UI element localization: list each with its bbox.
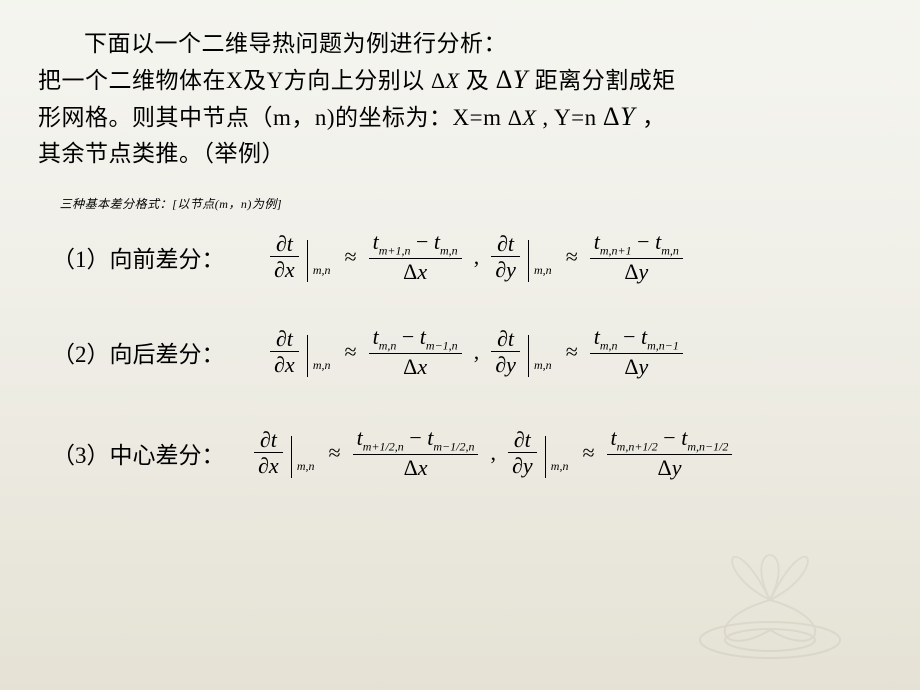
formula-row-1: （1）向前差分： ∂t∂x m,n ≈ tm+1,n − tm,n Δx , ∂… — [38, 230, 882, 283]
subscript: m,n — [313, 358, 331, 373]
separator: , — [474, 244, 480, 270]
diff-fraction: tm+1/2,n − tm−1/2,n Δx — [353, 426, 479, 479]
delta-y-symbol: ΔY — [496, 65, 535, 94]
formula-body: ∂t∂x m,n ≈ tm,n − tm−1,n Δx , ∂t∂y m,n ≈… — [268, 325, 685, 378]
background-decoration — [640, 480, 900, 680]
formula-label: （3）中心差分： — [38, 436, 252, 470]
text: 距离分割成矩 — [535, 68, 676, 93]
eval-bar — [307, 335, 308, 377]
approx-sign: ≈ — [566, 339, 578, 365]
diff-fraction: tm+1,n − tm,n Δx — [369, 230, 462, 283]
subscript: m,n — [313, 263, 331, 278]
intro-line-3: 形网格。则其中节点（m，n)的坐标为：X=m ΔX , Y=n ΔY ， — [38, 99, 882, 136]
eval-bar — [307, 240, 308, 282]
text: 把一个二维物体在X及Y方向上分别以 — [38, 68, 425, 93]
partial-fraction: ∂t∂x — [270, 232, 299, 281]
formula-label: （2）向后差分： — [38, 335, 268, 369]
approx-sign: ≈ — [582, 440, 594, 466]
subscript: m,n — [551, 459, 569, 474]
approx-sign: ≈ — [345, 244, 357, 270]
formula-label: （1）向前差分： — [38, 240, 268, 274]
separator: , — [490, 440, 496, 466]
intro-line-5: 三种基本差分格式：[以节点(m，n)为例] — [38, 186, 878, 222]
approx-sign: ≈ — [329, 440, 341, 466]
partial-fraction: ∂t∂x — [254, 428, 283, 477]
diff-fraction: tm,n − tm−1,n Δx — [369, 325, 462, 378]
eval-bar — [545, 436, 546, 478]
text: 形网格。则其中节点（m，n)的坐标为：X=m — [38, 105, 502, 130]
eval-bar — [528, 240, 529, 282]
intro-line-4: 其余节点类推。（举例） — [38, 136, 882, 172]
diff-fraction: tm,n − tm,n−1 Δy — [590, 325, 683, 378]
partial-fraction: ∂t∂y — [491, 232, 520, 281]
formula-body: ∂t∂x m,n ≈ tm+1/2,n − tm−1/2,n Δx , ∂t∂y… — [252, 426, 734, 479]
approx-sign: ≈ — [345, 339, 357, 365]
eval-bar — [291, 436, 292, 478]
partial-fraction: ∂t∂y — [508, 428, 537, 477]
subscript: m,n — [534, 263, 552, 278]
approx-sign: ≈ — [566, 244, 578, 270]
separator: , — [474, 339, 480, 365]
partial-fraction: ∂t∂x — [270, 327, 299, 376]
delta-x-symbol: ΔX — [431, 68, 460, 93]
text: ， — [642, 105, 666, 130]
partial-fraction: ∂t∂y — [491, 327, 520, 376]
delta-y-symbol: ΔY — [603, 102, 642, 131]
intro-line-2: 把一个二维物体在X及Y方向上分别以 ΔX 及 ΔY 距离分割成矩 — [38, 62, 882, 99]
formula-row-2: （2）向后差分： ∂t∂x m,n ≈ tm,n − tm−1,n Δx , ∂… — [38, 325, 882, 378]
intro-line-1: 下面以一个二维导热问题为例进行分析： — [38, 26, 882, 62]
eval-bar — [528, 335, 529, 377]
subscript: m,n — [534, 358, 552, 373]
formula-body: ∂t∂x m,n ≈ tm+1,n − tm,n Δx , ∂t∂y m,n ≈… — [268, 230, 685, 283]
diff-fraction: tm,n+1 − tm,n Δy — [590, 230, 683, 283]
delta-x-symbol: ΔX — [508, 105, 543, 130]
subscript: m,n — [297, 459, 315, 474]
formula-row-3: （3）中心差分： ∂t∂x m,n ≈ tm+1/2,n − tm−1/2,n … — [38, 426, 882, 479]
text: , Y=n — [542, 105, 596, 130]
slide-content: 下面以一个二维导热问题为例进行分析： 把一个二维物体在X及Y方向上分别以 ΔX … — [0, 0, 920, 479]
diff-fraction: tm,n+1/2 − tm,n−1/2 Δy — [607, 426, 733, 479]
text: 及 — [466, 68, 490, 93]
